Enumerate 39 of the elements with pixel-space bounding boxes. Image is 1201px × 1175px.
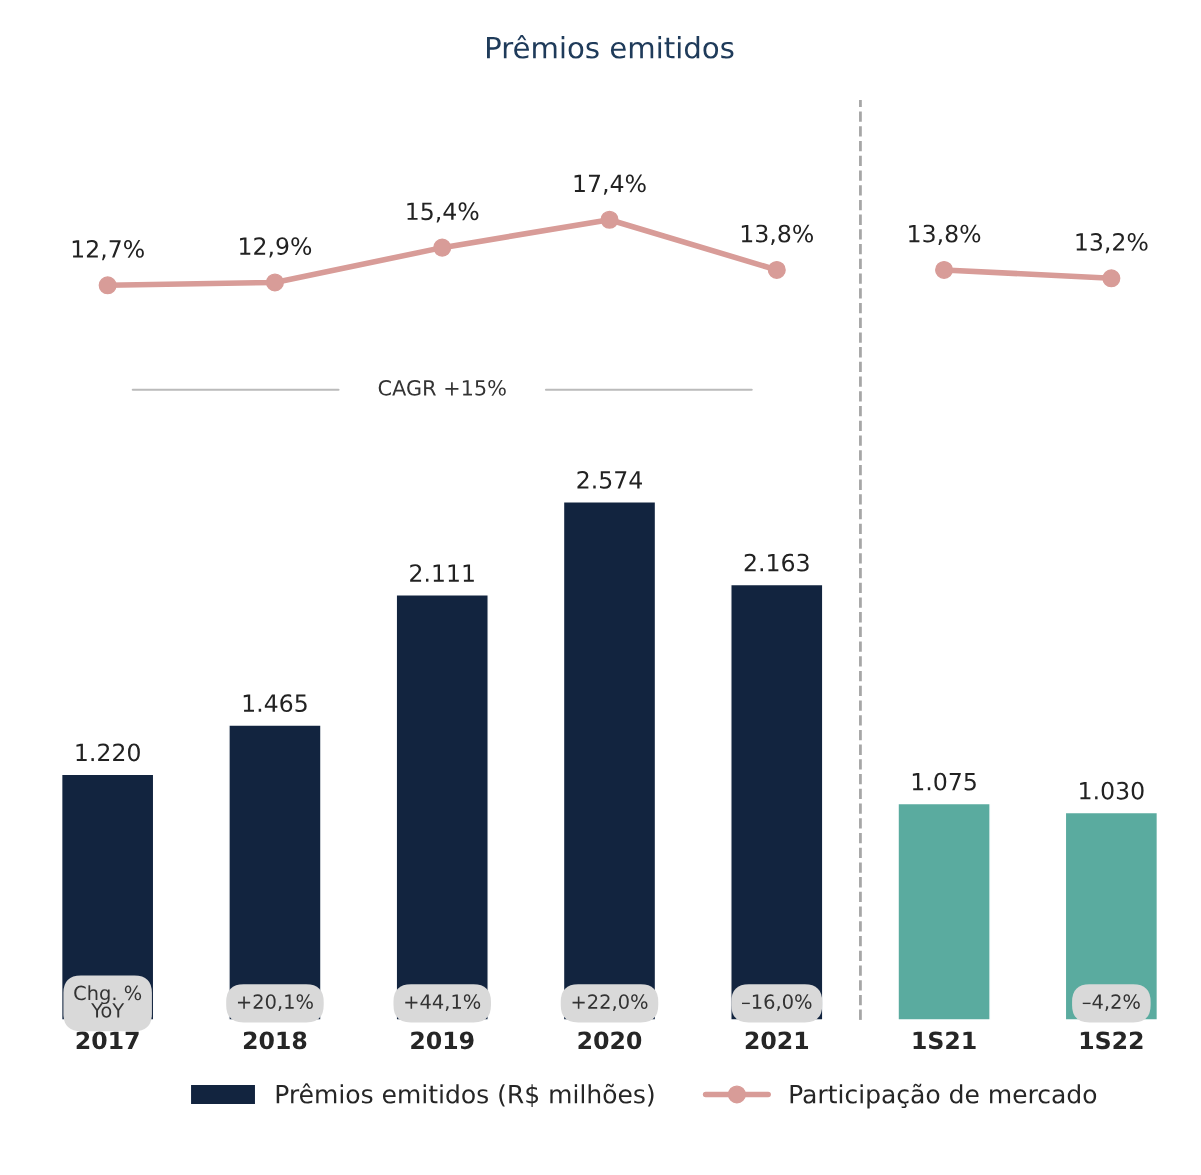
legend-label: Participação de mercado [790,1083,1097,1109]
point [98,276,117,295]
annotation: +20,1% [237,994,313,1011]
point [600,210,619,229]
data-label: 1.220 [76,743,140,762]
chart-title: Prêmios emitidos [487,34,734,59]
data-label: 13,8% [909,224,981,245]
x-tick-label: 1S22 [1080,1031,1143,1050]
point [1102,269,1121,288]
data-label: 13,8% [741,224,813,245]
annotation: –16,0% [741,994,812,1011]
data-label: 2.163 [744,553,809,572]
data-label: 1.465 [243,694,307,713]
annotation: +44,1% [405,994,481,1011]
annotation: Chg. % YoY [74,985,142,1018]
point [767,260,786,279]
annotation: –4,2% [1082,994,1140,1011]
data-label: 2.111 [410,564,474,582]
x-tick-label: 2021 [745,1031,809,1050]
x-tick-label: 2020 [578,1031,642,1050]
data-label: 12,7% [72,239,144,261]
data-label: 1.075 [912,772,976,791]
annotation: +22,0% [572,994,648,1011]
x-tick-label: 2018 [243,1031,307,1050]
x-tick-label: 1S21 [913,1031,976,1050]
data-label: 1.030 [1080,781,1144,800]
point [433,238,452,257]
annotation: CAGR +15% [378,379,506,396]
data-label: 12,9% [240,237,312,258]
point [935,260,954,279]
data-label: 2.574 [577,470,642,489]
data-label: 15,4% [407,202,479,223]
x-tick-label: 2017 [76,1031,139,1050]
x-tick-label: 2019 [411,1031,474,1050]
point [265,273,284,292]
data-label: 17,4% [574,174,646,195]
bar [897,802,991,1020]
legend-label: Prêmios emitidos (R$ milhões) [276,1083,654,1107]
data-label: 13,2% [1076,233,1148,254]
